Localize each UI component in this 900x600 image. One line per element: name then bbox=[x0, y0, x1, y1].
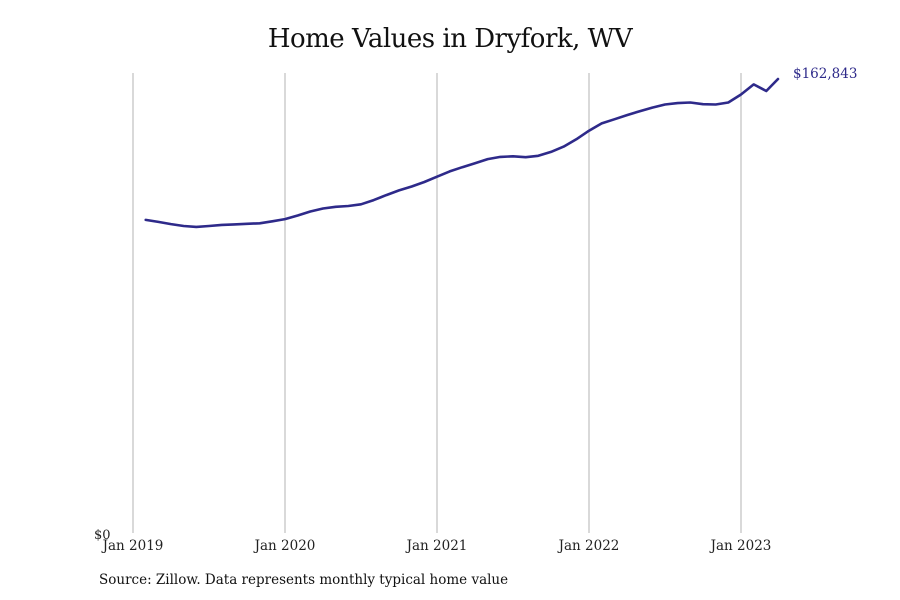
source-note: Source: Zillow. Data represents monthly … bbox=[99, 572, 509, 588]
x-tick-label: Jan 2019 bbox=[101, 538, 164, 554]
home-value-line bbox=[144, 77, 780, 229]
x-tick-label: Jan 2023 bbox=[709, 538, 772, 554]
end-value-label: $162,843 bbox=[793, 66, 857, 82]
y-tick-label: $0 bbox=[94, 528, 111, 543]
chart-title: Home Values in Dryfork, WV bbox=[267, 24, 633, 54]
x-tick-label: Jan 2020 bbox=[253, 538, 316, 554]
x-tick-label: Jan 2022 bbox=[557, 538, 620, 554]
x-tick-label: Jan 2021 bbox=[405, 538, 468, 554]
